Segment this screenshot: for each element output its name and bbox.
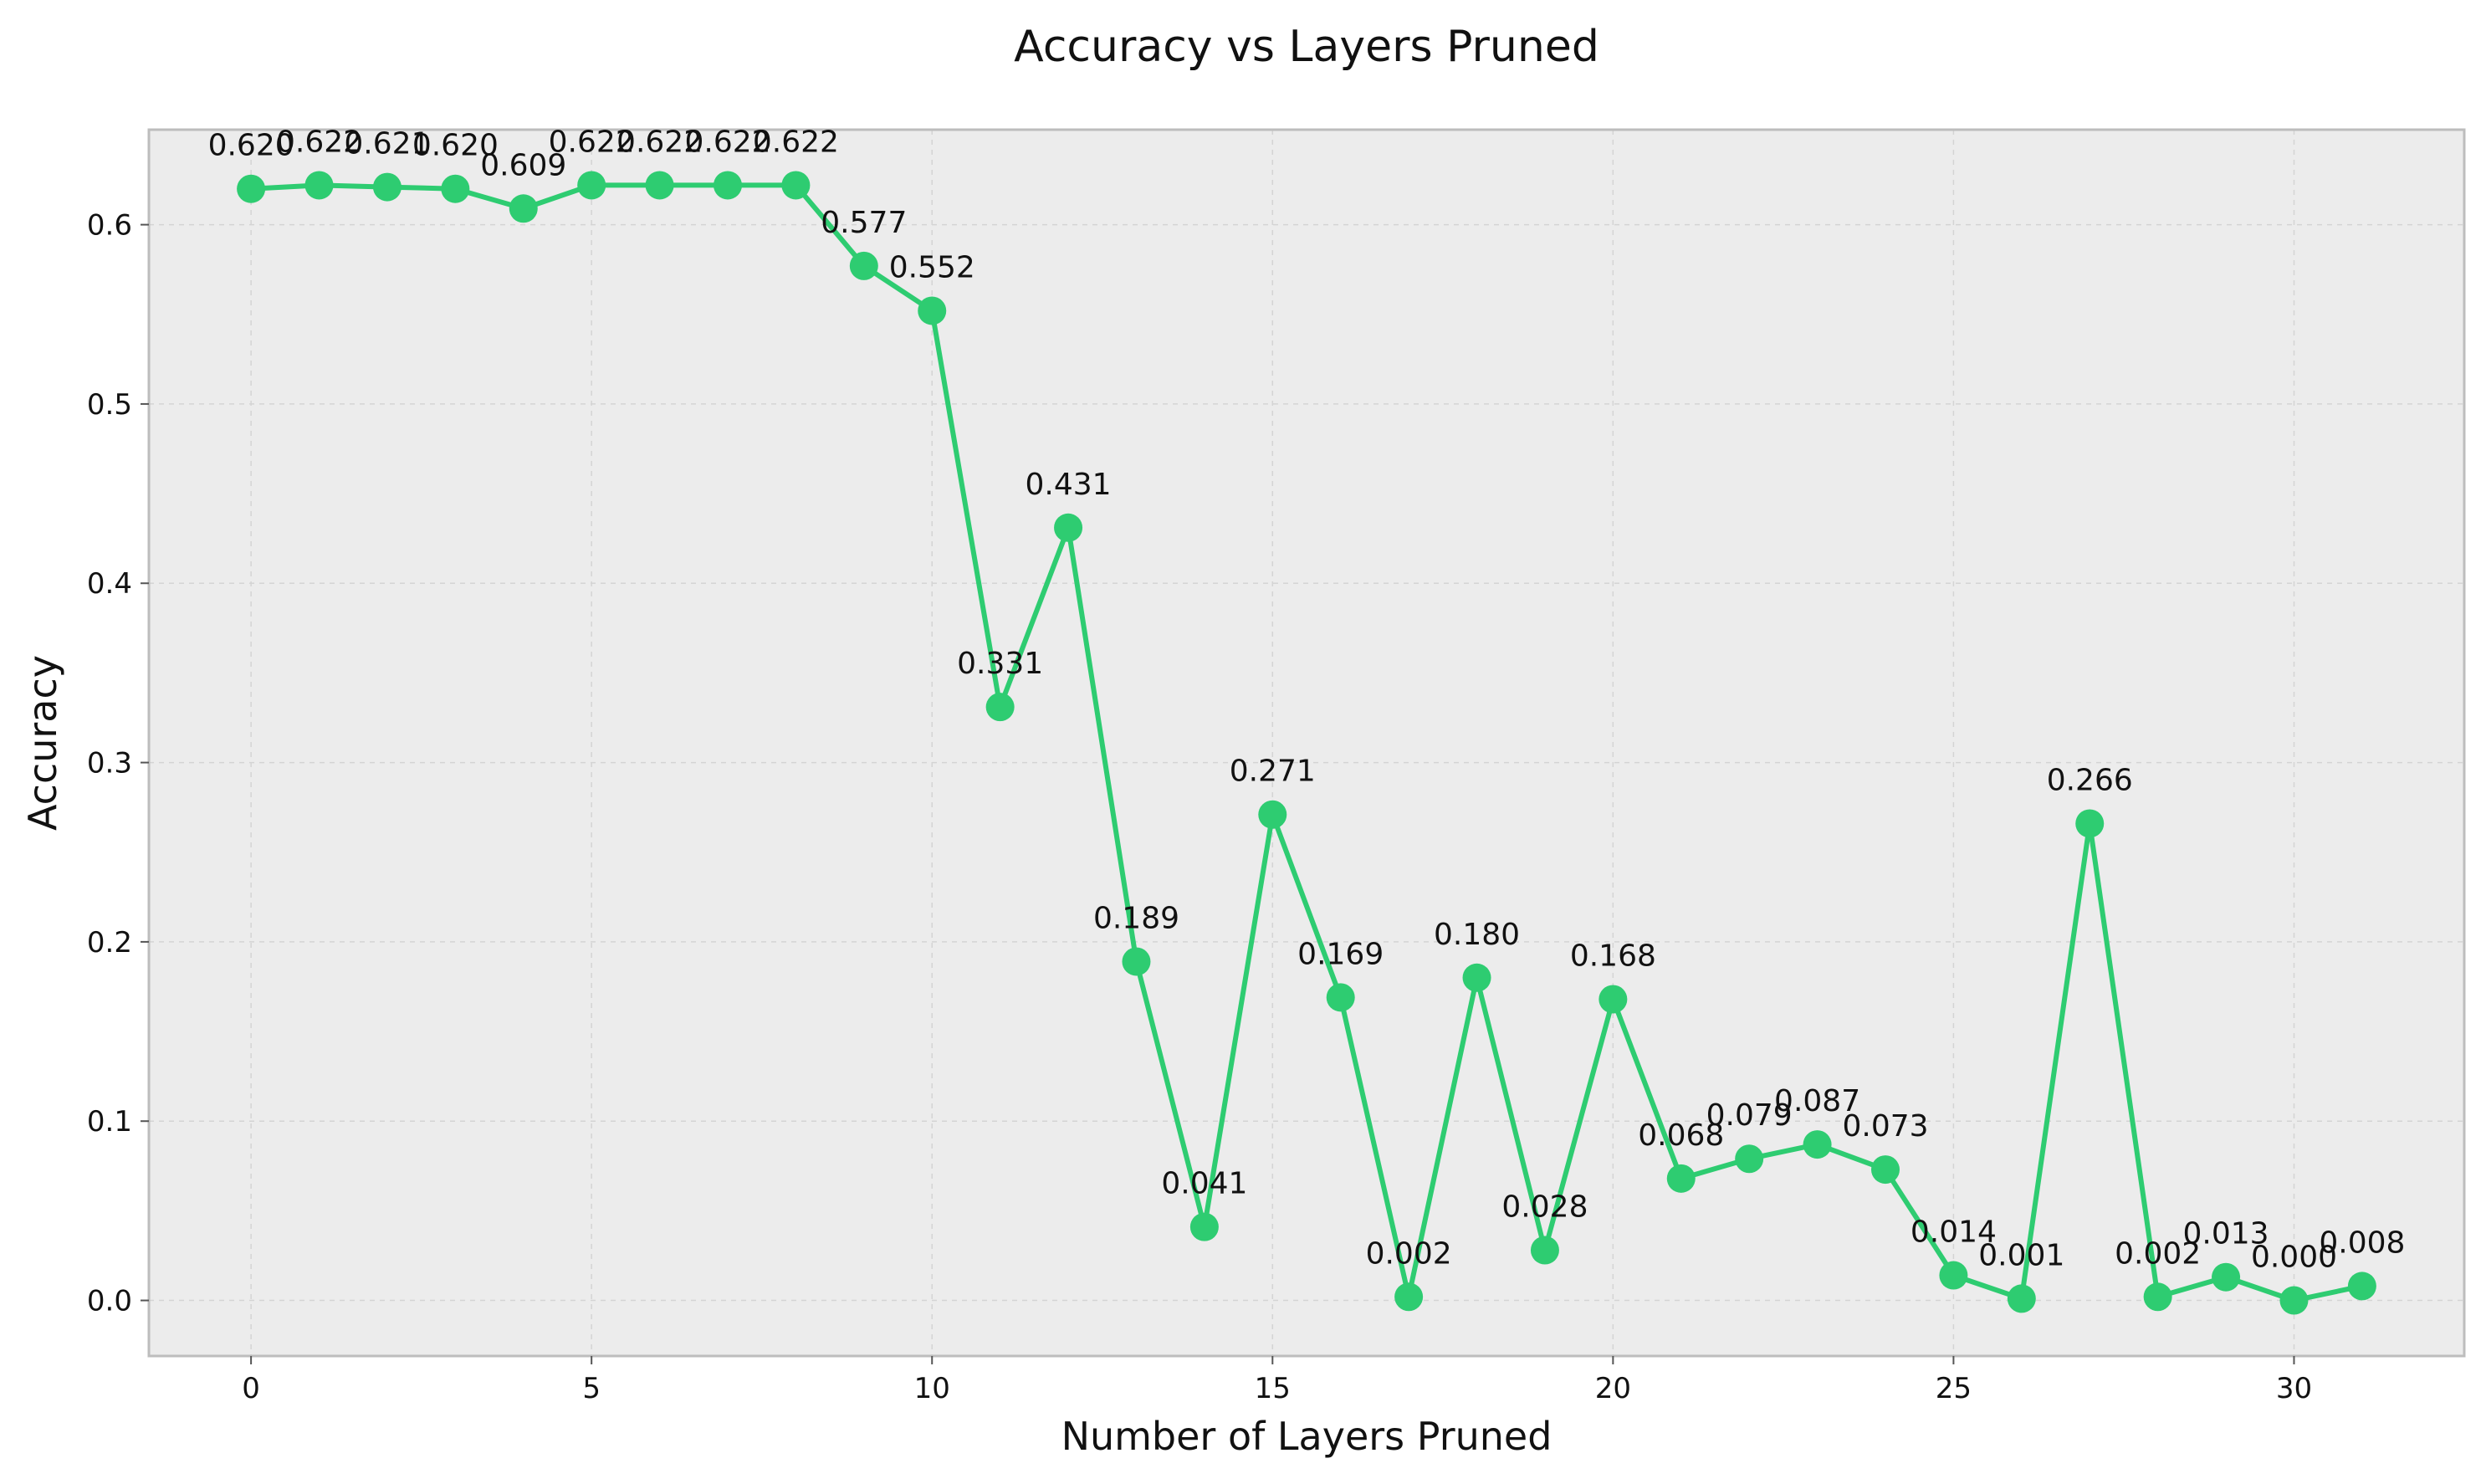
data-label: 0.008 bbox=[2319, 1226, 2405, 1260]
data-point bbox=[1462, 963, 1491, 992]
data-label: 0.068 bbox=[1638, 1118, 1724, 1153]
data-point bbox=[918, 296, 947, 325]
data-point bbox=[577, 171, 606, 200]
data-point bbox=[2007, 1284, 2036, 1313]
data-point bbox=[1599, 985, 1628, 1014]
data-label: 0.620 bbox=[412, 129, 499, 163]
data-label: 0.000 bbox=[2251, 1241, 2337, 1275]
grid bbox=[149, 130, 2464, 1356]
data-label: 0.622 bbox=[549, 125, 635, 159]
data-point bbox=[2279, 1286, 2309, 1315]
plot-area bbox=[149, 130, 2464, 1356]
chart-title: Accuracy vs Layers Pruned bbox=[1014, 22, 1599, 72]
data-label: 0.041 bbox=[1161, 1167, 1247, 1201]
y-tick-label: 0.5 bbox=[87, 388, 132, 422]
x-tick-label: 25 bbox=[1936, 1372, 1972, 1405]
data-labels: 0.6200.6220.6210.6200.6090.6220.6220.622… bbox=[208, 125, 2406, 1274]
data-point bbox=[1326, 983, 1355, 1012]
data-point bbox=[645, 171, 674, 200]
data-label: 0.577 bbox=[821, 206, 907, 240]
plot-border bbox=[147, 128, 2466, 1358]
data-label: 0.622 bbox=[276, 125, 362, 159]
x-tick-label: 10 bbox=[914, 1372, 950, 1405]
data-point bbox=[304, 171, 334, 200]
data-point bbox=[2143, 1282, 2172, 1312]
data-point bbox=[441, 174, 470, 203]
data-point bbox=[2212, 1262, 2241, 1292]
data-point bbox=[849, 251, 878, 280]
data-point bbox=[2347, 1272, 2376, 1301]
data-label: 0.028 bbox=[1501, 1190, 1588, 1225]
data-point bbox=[1530, 1236, 1559, 1265]
data-point bbox=[1122, 947, 1151, 976]
data-label: 0.266 bbox=[2047, 763, 2133, 797]
y-tick-label: 0.3 bbox=[87, 747, 132, 780]
data-point bbox=[1871, 1155, 1900, 1185]
y-tick-label: 0.6 bbox=[87, 209, 132, 243]
data-point bbox=[237, 174, 266, 203]
data-label: 0.169 bbox=[1297, 937, 1384, 971]
data-label: 0.087 bbox=[1774, 1084, 1860, 1118]
data-label: 0.622 bbox=[753, 125, 839, 159]
x-axis-label: Number of Layers Pruned bbox=[1061, 1414, 1552, 1459]
data-point bbox=[1258, 800, 1287, 829]
data-point bbox=[781, 171, 811, 200]
data-label: 0.002 bbox=[1366, 1236, 1452, 1271]
data-label: 0.271 bbox=[1230, 755, 1316, 789]
y-tick-label: 0.2 bbox=[87, 926, 132, 959]
data-label: 0.189 bbox=[1093, 901, 1179, 935]
data-label: 0.620 bbox=[208, 129, 294, 163]
data-point bbox=[2075, 809, 2105, 838]
data-point bbox=[985, 693, 1015, 722]
y-tick-label: 0.1 bbox=[87, 1105, 132, 1139]
y-tick-label: 0.4 bbox=[87, 567, 132, 601]
y-axis-label: Accuracy bbox=[20, 655, 65, 831]
data-series bbox=[237, 171, 2376, 1315]
data-label: 0.331 bbox=[957, 647, 1043, 681]
data-label: 0.431 bbox=[1026, 468, 1112, 502]
data-label: 0.001 bbox=[1978, 1238, 2064, 1272]
data-point bbox=[509, 194, 538, 223]
data-point bbox=[1189, 1212, 1219, 1241]
data-point bbox=[1666, 1164, 1696, 1193]
data-point bbox=[1735, 1144, 1764, 1174]
data-label: 0.013 bbox=[2183, 1217, 2269, 1251]
data-label: 0.622 bbox=[684, 125, 770, 159]
y-tick-label: 0.0 bbox=[87, 1285, 132, 1318]
data-label: 0.552 bbox=[889, 250, 975, 284]
x-tick-label: 0 bbox=[242, 1372, 260, 1405]
data-point bbox=[1054, 513, 1083, 542]
data-label: 0.621 bbox=[344, 127, 430, 161]
data-point bbox=[1803, 1130, 1832, 1159]
data-point bbox=[714, 171, 742, 200]
data-label: 0.622 bbox=[616, 125, 703, 159]
x-tick-label: 15 bbox=[1255, 1372, 1291, 1405]
data-point bbox=[1939, 1261, 1968, 1290]
data-point bbox=[372, 172, 402, 202]
data-label: 0.180 bbox=[1434, 918, 1520, 952]
x-tick-label: 30 bbox=[2276, 1372, 2312, 1405]
data-label: 0.002 bbox=[2115, 1236, 2201, 1271]
data-label: 0.168 bbox=[1570, 939, 1656, 973]
x-tick-label: 5 bbox=[582, 1372, 601, 1405]
data-label: 0.079 bbox=[1706, 1098, 1793, 1133]
data-point bbox=[1394, 1282, 1424, 1312]
data-label: 0.014 bbox=[1911, 1215, 1997, 1250]
axis-ticks: 0 5 10 15 20 25 30 0.0 0.1 0.2 0.3 0.4 0.5 0.6 bbox=[87, 209, 2312, 1405]
x-tick-label: 20 bbox=[1595, 1372, 1631, 1405]
data-label: 0.609 bbox=[480, 148, 566, 182]
data-label: 0.073 bbox=[1842, 1109, 1928, 1144]
